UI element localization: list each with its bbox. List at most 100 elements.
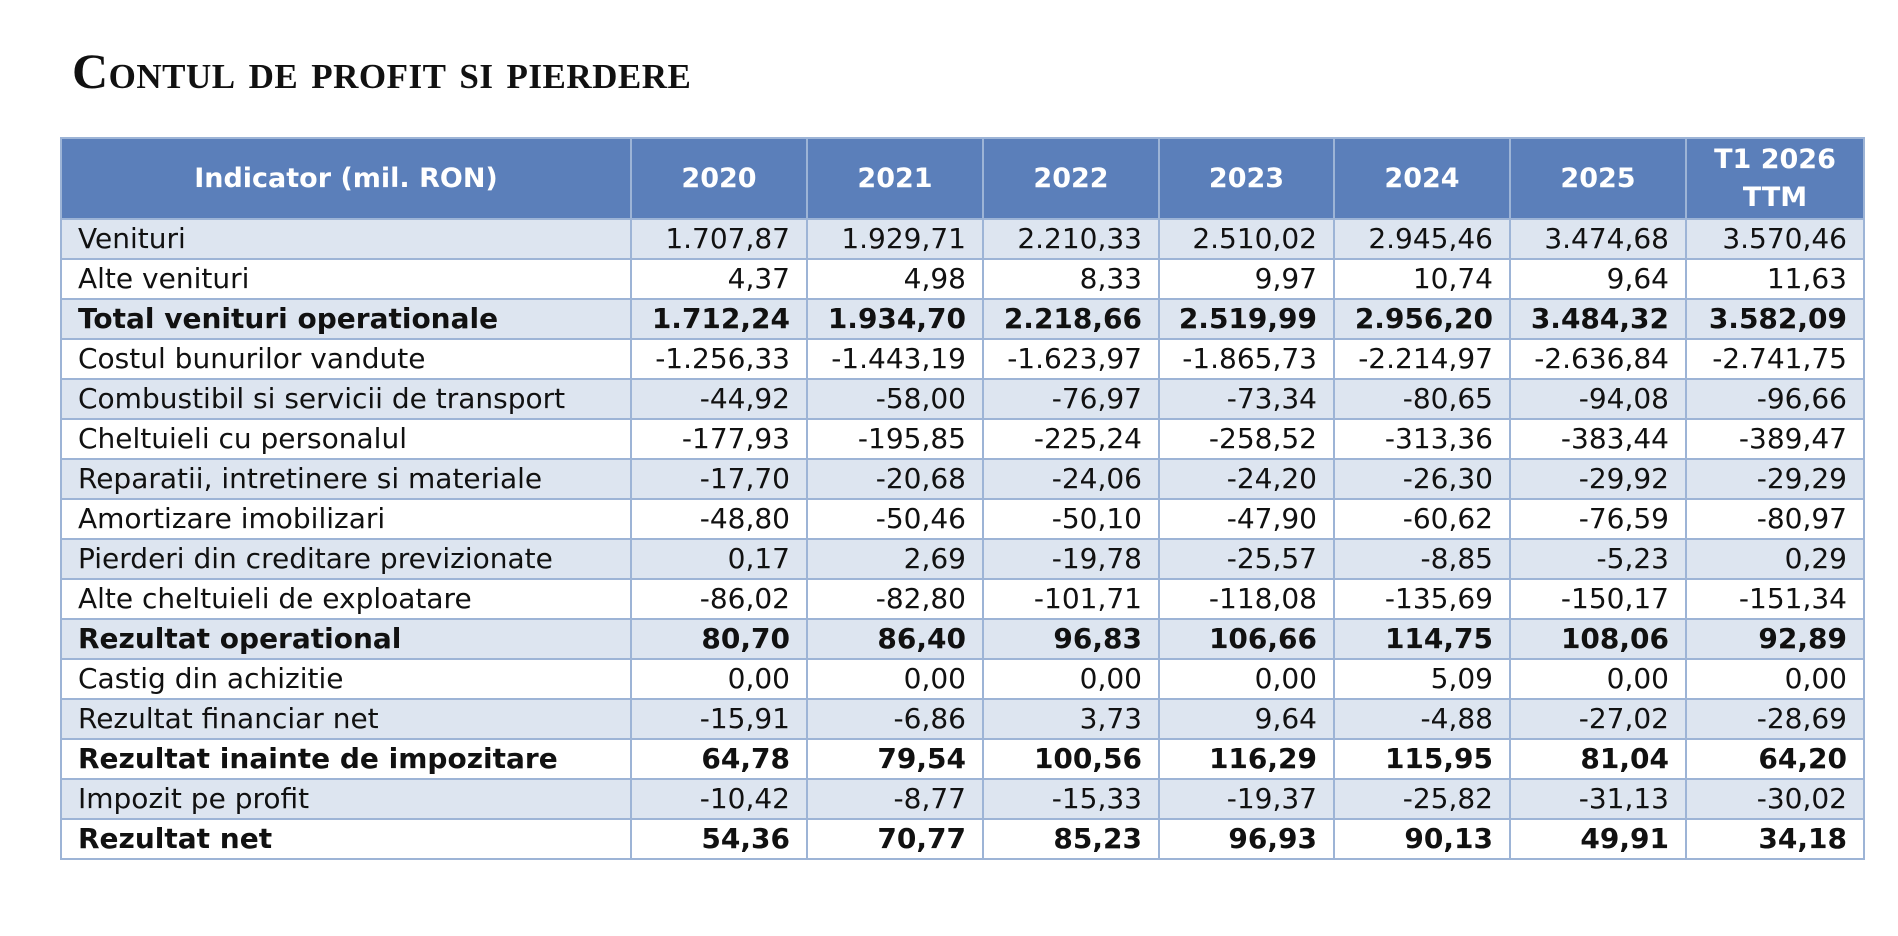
value-cell: 0,00 [1509, 658, 1687, 700]
value-cell: -80,65 [1333, 378, 1511, 420]
value-cell: -60,62 [1333, 498, 1511, 540]
header-year-2022: 2022 [982, 137, 1160, 220]
row-label: Impozit pe profit [60, 778, 632, 820]
table-row: Castig din achizitie 0,00 0,00 0,00 0,00 5,09… [60, 658, 1865, 700]
value-cell: -29,92 [1509, 458, 1687, 500]
value-cell: 2.218,66 [982, 298, 1160, 340]
table-row: Alte venituri 4,37 4,98 8,33 9,97 10,74 9,64 11… [60, 258, 1865, 300]
value-cell: -1.443,19 [806, 338, 984, 380]
row-label: Amortizare imobilizari [60, 498, 632, 540]
value-cell: 64,20 [1685, 738, 1865, 780]
value-cell: 106,66 [1158, 618, 1335, 660]
value-cell: -4,88 [1333, 698, 1511, 740]
value-cell: 0,00 [806, 658, 984, 700]
value-cell: -313,36 [1333, 418, 1511, 460]
value-cell: -76,97 [982, 378, 1160, 420]
value-cell: 0,00 [1685, 658, 1865, 700]
value-cell: -5,23 [1509, 538, 1687, 580]
value-cell: -94,08 [1509, 378, 1687, 420]
table-row: Cheltuieli cu personalul -177,93 -195,85 -2… [60, 418, 1865, 460]
value-cell: -151,34 [1685, 578, 1865, 620]
value-cell: -50,10 [982, 498, 1160, 540]
value-cell: 100,56 [982, 738, 1160, 780]
value-cell: -24,06 [982, 458, 1160, 500]
header-ttm-line2: TTM [1742, 181, 1808, 213]
value-cell: 0,17 [630, 538, 808, 580]
row-label: Alte cheltuieli de exploatare [60, 578, 632, 620]
value-cell: -101,71 [982, 578, 1160, 620]
value-cell: 5,09 [1333, 658, 1511, 700]
row-label: Costul bunurilor vandute [60, 338, 632, 380]
value-cell: -2.636,84 [1509, 338, 1687, 380]
value-cell: -17,70 [630, 458, 808, 500]
value-cell: -389,47 [1685, 418, 1865, 460]
value-cell: -15,91 [630, 698, 808, 740]
table-header: Indicator (mil. RON) 2020 2021 2022 2023… [60, 137, 1865, 220]
row-label: Rezultat financiar net [60, 698, 632, 740]
header-year-2020: 2020 [630, 137, 808, 220]
value-cell: -28,69 [1685, 698, 1865, 740]
table-row: Combustibil si servicii de transport -44,… [60, 378, 1865, 420]
value-cell: -6,86 [806, 698, 984, 740]
value-cell: -2.741,75 [1685, 338, 1865, 380]
value-cell: -96,66 [1685, 378, 1865, 420]
value-cell: 92,89 [1685, 618, 1865, 660]
header-year-2024: 2024 [1333, 137, 1511, 220]
value-cell: -1.865,73 [1158, 338, 1335, 380]
row-label: Castig din achizitie [60, 658, 632, 700]
value-cell: -29,29 [1685, 458, 1865, 500]
value-cell: -177,93 [630, 418, 808, 460]
value-cell: -82,80 [806, 578, 984, 620]
value-cell: 80,70 [630, 618, 808, 660]
value-cell: 1.929,71 [806, 218, 984, 260]
table-row: Rezultat operational 80,70 86,40 96,83 106,6… [60, 618, 1865, 660]
value-cell: -58,00 [806, 378, 984, 420]
value-cell: -50,46 [806, 498, 984, 540]
value-cell: 116,29 [1158, 738, 1335, 780]
value-cell: 70,77 [806, 818, 984, 860]
value-cell: -118,08 [1158, 578, 1335, 620]
row-label: Combustibil si servicii de transport [60, 378, 632, 420]
header-year-2023: 2023 [1158, 137, 1335, 220]
table-row: Rezultat financiar net -15,91 -6,86 3,73 9,6… [60, 698, 1865, 740]
value-cell: -8,85 [1333, 538, 1511, 580]
value-cell: 2.510,02 [1158, 218, 1335, 260]
value-cell: 86,40 [806, 618, 984, 660]
row-label: Cheltuieli cu personalul [60, 418, 632, 460]
value-cell: 96,83 [982, 618, 1160, 660]
value-cell: 2.210,33 [982, 218, 1160, 260]
header-ttm-line1: T1 2026 [1714, 143, 1836, 175]
row-label: Rezultat net [60, 818, 632, 860]
row-label: Alte venituri [60, 258, 632, 300]
row-label: Rezultat operational [60, 618, 632, 660]
value-cell: 1.712,24 [630, 298, 808, 340]
value-cell: 96,93 [1158, 818, 1335, 860]
value-cell: 2,69 [806, 538, 984, 580]
value-cell: 3.582,09 [1685, 298, 1865, 340]
value-cell: -1.623,97 [982, 338, 1160, 380]
value-cell: 10,74 [1333, 258, 1511, 300]
value-cell: -225,24 [982, 418, 1160, 460]
value-cell: -195,85 [806, 418, 984, 460]
value-cell: 9,64 [1509, 258, 1687, 300]
value-cell: 2.945,46 [1333, 218, 1511, 260]
value-cell: 115,95 [1333, 738, 1511, 780]
value-cell: 3.484,32 [1509, 298, 1687, 340]
table-row: Costul bunurilor vandute -1.256,33 -1.443,… [60, 338, 1865, 380]
header-indicator: Indicator (mil. RON) [60, 137, 632, 220]
header-year-2021: 2021 [806, 137, 984, 220]
value-cell: 34,18 [1685, 818, 1865, 860]
profit-loss-table: Indicator (mil. RON) 2020 2021 2022 2023… [60, 137, 1865, 860]
value-cell: 3.570,46 [1685, 218, 1865, 260]
value-cell: -31,13 [1509, 778, 1687, 820]
value-cell: -19,37 [1158, 778, 1335, 820]
value-cell: 8,33 [982, 258, 1160, 300]
value-cell: 85,23 [982, 818, 1160, 860]
value-cell: -47,90 [1158, 498, 1335, 540]
table-row: Reparatii, intretinere si materiale -17,7… [60, 458, 1865, 500]
table-row: Total venituri operationale 1.712,24 1.934… [60, 298, 1865, 340]
value-cell: 9,64 [1158, 698, 1335, 740]
row-label: Reparatii, intretinere si materiale [60, 458, 632, 500]
value-cell: -86,02 [630, 578, 808, 620]
page-title: Contul de profit si pierdere [72, 43, 692, 99]
